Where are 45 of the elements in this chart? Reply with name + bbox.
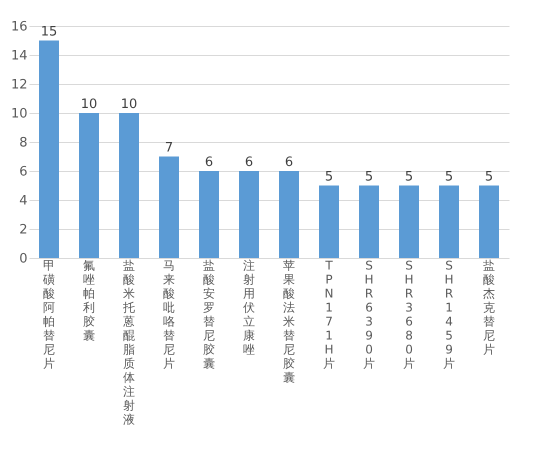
x-tick-label: SHR1459片 (443, 258, 455, 370)
x-tick-label: TPN171H片 (323, 258, 335, 370)
y-tick-label: 8 (19, 136, 28, 150)
bar (399, 186, 419, 258)
bar (359, 186, 379, 258)
bar (159, 156, 179, 258)
bar (199, 171, 219, 258)
bar (79, 113, 99, 258)
x-tick-label: 盐酸杰克替尼片 (483, 258, 495, 356)
x-tick-label: 注射用伏立康唑 (243, 258, 255, 356)
data-label: 10 (80, 97, 98, 112)
x-tick-label: 盐酸安罗替尼胶囊 (203, 258, 215, 370)
y-tick-label: 10 (10, 106, 28, 122)
x-tick-label: 氟唑帕利胶囊 (83, 258, 95, 342)
data-label: 15 (40, 24, 58, 40)
x-tick-label: 甲磺酸阿帕替尼片 (42, 258, 55, 370)
y-tick-label: 16 (10, 20, 28, 34)
bar (39, 40, 59, 258)
data-label: 6 (204, 155, 214, 170)
data-label: 5 (364, 170, 374, 184)
category-label: 盐酸米托蒽醌脂质体注射液 (123, 258, 135, 426)
y-tick-label: 12 (10, 78, 28, 92)
bar (439, 186, 459, 258)
category-label: 苹果酸法米替尼胶囊 (283, 258, 295, 384)
bar (479, 186, 499, 258)
data-label: 10 (120, 97, 138, 112)
bar (319, 186, 339, 258)
data-label: 6 (284, 155, 294, 170)
data-label: 5 (444, 170, 454, 184)
data-label: 7 (164, 140, 174, 156)
x-tick-label: 马来酸吡咯替尼片 (163, 258, 175, 370)
x-tick-label: SHR6390片 (363, 258, 375, 370)
bar (119, 113, 139, 258)
data-label: 5 (324, 170, 334, 184)
y-tick-label: 2 (19, 222, 28, 238)
y-tick-label: 4 (19, 194, 28, 208)
x-tick-label: SHR3680片 (403, 258, 415, 370)
bar (279, 171, 299, 258)
y-tick-label: 6 (19, 164, 28, 180)
y-tick-label: 14 (10, 48, 28, 64)
data-label: 5 (484, 170, 494, 184)
data-label: 6 (244, 155, 254, 170)
data-label: 5 (404, 170, 414, 184)
bar (239, 171, 259, 258)
y-tick-label: 0 (19, 252, 28, 266)
